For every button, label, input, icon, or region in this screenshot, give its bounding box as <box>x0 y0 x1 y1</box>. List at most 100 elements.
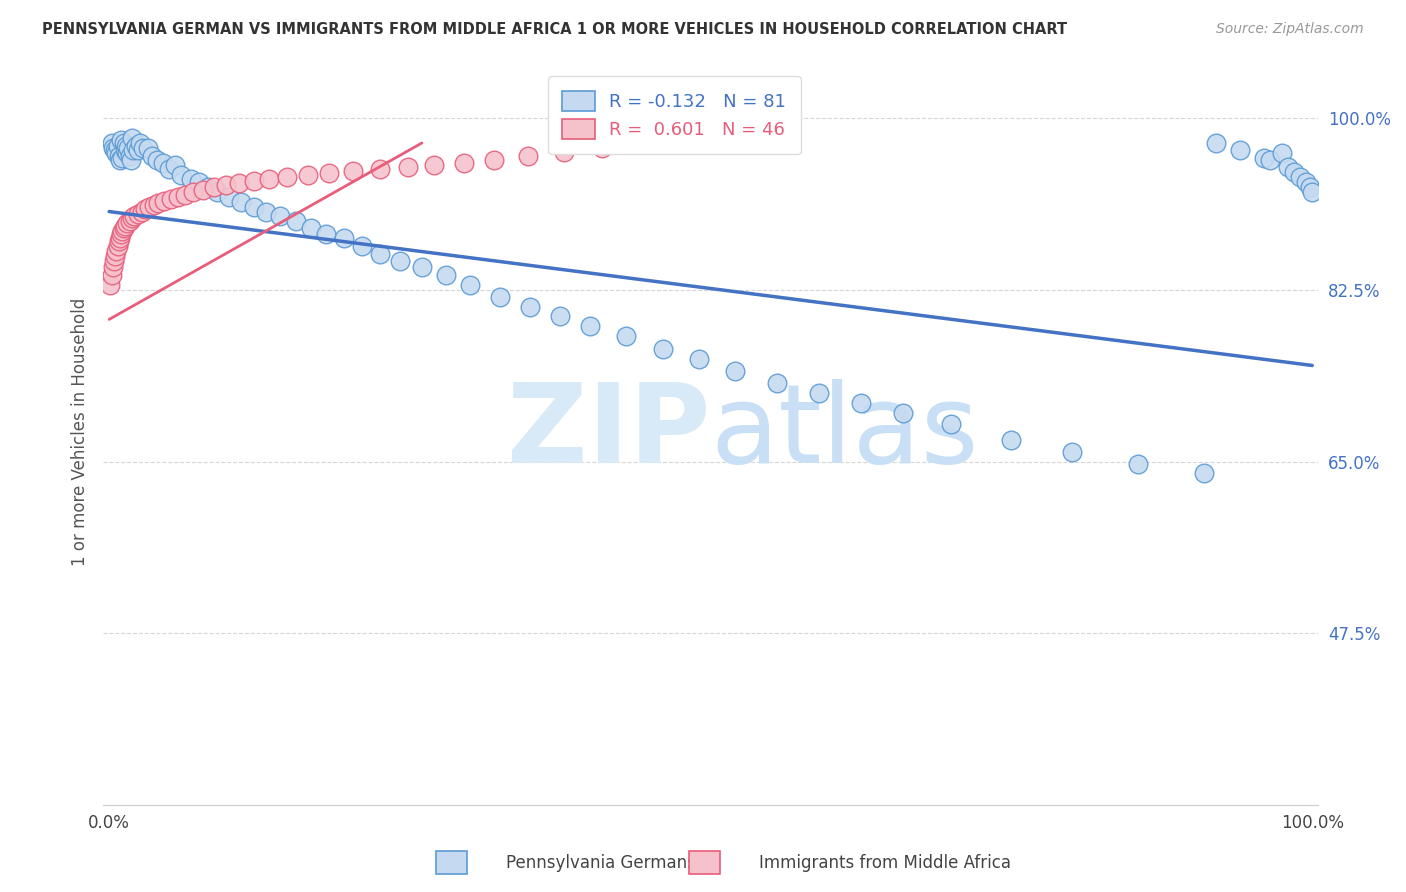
Point <box>111 151 134 165</box>
Point <box>129 136 152 150</box>
Text: ZIP: ZIP <box>508 378 710 485</box>
Point <box>284 214 307 228</box>
Point <box>166 190 188 204</box>
Point <box>519 300 541 314</box>
Point <box>110 227 132 241</box>
Point <box>134 202 156 216</box>
Point <box>153 194 176 208</box>
Point <box>332 231 354 245</box>
Point <box>202 180 225 194</box>
Point <box>411 260 433 275</box>
Point <box>389 253 412 268</box>
Point <box>104 143 127 157</box>
Point <box>136 141 159 155</box>
Point <box>1258 153 1281 167</box>
Point <box>1060 444 1083 458</box>
Point <box>188 175 211 189</box>
Point <box>453 155 475 169</box>
Point <box>170 169 193 183</box>
Point <box>218 190 240 204</box>
Point <box>350 239 373 253</box>
Point <box>396 161 419 175</box>
Y-axis label: 1 or more Vehicles in Household: 1 or more Vehicles in Household <box>72 298 89 566</box>
Point <box>100 268 122 283</box>
Point <box>98 278 121 293</box>
Text: Immigrants from Middle Africa: Immigrants from Middle Africa <box>759 855 1011 872</box>
Point <box>242 174 264 188</box>
Point <box>257 172 280 186</box>
Point <box>458 278 481 293</box>
Point <box>114 219 136 234</box>
Point <box>254 204 277 219</box>
Point <box>117 141 139 155</box>
Point <box>849 395 872 409</box>
Point <box>1289 170 1312 185</box>
Point <box>1282 165 1305 179</box>
Point <box>115 216 138 230</box>
Legend: R = -0.132   N = 81, R =  0.601   N = 46: R = -0.132 N = 81, R = 0.601 N = 46 <box>548 76 800 154</box>
Point <box>197 180 219 194</box>
Point <box>146 153 169 167</box>
Point <box>368 162 391 177</box>
Point <box>489 290 512 304</box>
Point <box>124 139 146 153</box>
Point <box>579 319 602 334</box>
Point <box>103 253 125 268</box>
Point <box>299 221 322 235</box>
Point <box>368 246 391 260</box>
Point <box>165 159 187 173</box>
Point <box>342 164 364 178</box>
Text: Pennsylvania Germans: Pennsylvania Germans <box>506 855 696 872</box>
Point <box>1205 136 1227 150</box>
Point <box>516 149 538 163</box>
Point <box>180 172 202 186</box>
Point <box>118 214 141 228</box>
Point <box>318 166 340 180</box>
Point <box>688 351 710 366</box>
Point <box>766 376 789 391</box>
Text: PENNSYLVANIA GERMAN VS IMMIGRANTS FROM MIDDLE AFRICA 1 OR MORE VEHICLES IN HOUSE: PENNSYLVANIA GERMAN VS IMMIGRANTS FROM M… <box>42 22 1067 37</box>
Point <box>114 143 136 157</box>
Point <box>616 329 638 343</box>
Point <box>174 187 197 202</box>
Point <box>159 192 181 206</box>
Point <box>434 268 457 283</box>
Point <box>724 364 747 378</box>
Point <box>111 224 134 238</box>
Point <box>941 417 963 432</box>
Point <box>550 310 572 324</box>
Point <box>276 170 298 185</box>
Point <box>891 405 914 419</box>
Point <box>112 221 135 235</box>
Point <box>118 149 141 163</box>
Point <box>1299 180 1322 194</box>
Point <box>1277 161 1299 175</box>
Point <box>152 155 174 169</box>
Point <box>231 194 253 209</box>
Text: atlas: atlas <box>710 378 979 485</box>
Point <box>101 141 124 155</box>
Point <box>148 195 170 210</box>
Point <box>191 183 214 197</box>
Point <box>242 200 264 214</box>
Point <box>107 239 129 253</box>
Point <box>122 143 145 157</box>
Point <box>269 210 291 224</box>
Point <box>141 149 163 163</box>
Point <box>131 204 153 219</box>
Point <box>1271 145 1294 160</box>
Point <box>482 153 505 167</box>
Point <box>108 153 131 167</box>
Point <box>138 200 160 214</box>
Point <box>1295 175 1317 189</box>
Point <box>120 153 142 167</box>
Point <box>115 139 138 153</box>
Point <box>1000 433 1022 447</box>
Point <box>1126 457 1149 471</box>
Point <box>107 234 129 248</box>
Point <box>127 143 149 157</box>
Point <box>101 260 124 275</box>
Point <box>105 145 128 160</box>
Point <box>121 211 143 226</box>
Point <box>107 149 129 163</box>
